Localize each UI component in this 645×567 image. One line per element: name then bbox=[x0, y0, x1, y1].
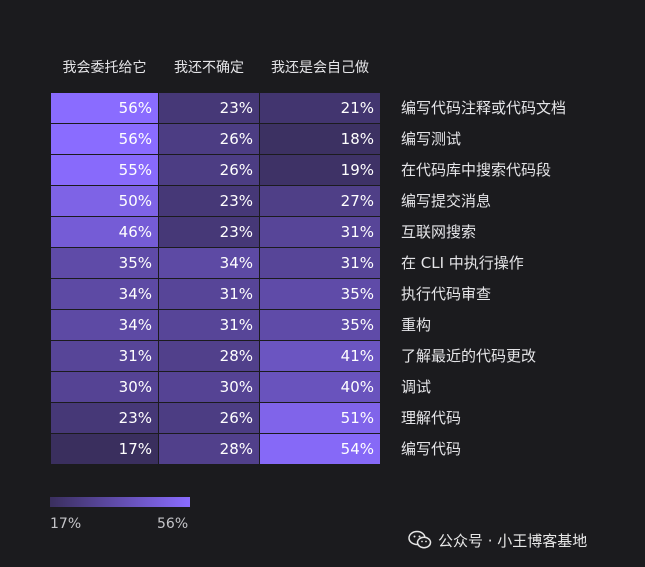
heatmap-cell: 19% bbox=[260, 155, 380, 185]
row-label: 编写代码 bbox=[401, 440, 462, 458]
heatmap-cell: 35% bbox=[260, 310, 380, 340]
heatmap-cell: 30% bbox=[159, 372, 259, 402]
row-label: 执行代码审查 bbox=[401, 285, 492, 303]
row-label: 互联网搜索 bbox=[401, 223, 477, 241]
row-label: 在 CLI 中执行操作 bbox=[401, 254, 524, 272]
heatmap-cell: 23% bbox=[51, 403, 158, 433]
heatmap-cell: 27% bbox=[260, 186, 380, 216]
heatmap-cell: 28% bbox=[159, 341, 259, 371]
heatmap-cell: 55% bbox=[51, 155, 158, 185]
legend-min-label: 17% bbox=[50, 516, 82, 532]
row-label: 编写代码注释或代码文档 bbox=[401, 99, 567, 117]
heatmap-cell: 41% bbox=[260, 341, 380, 371]
heatmap-cell: 35% bbox=[260, 279, 380, 309]
heatmap-cell: 56% bbox=[51, 124, 158, 154]
row-label: 理解代码 bbox=[401, 409, 462, 427]
heatmap-cell: 34% bbox=[159, 248, 259, 278]
heatmap-cell: 46% bbox=[51, 217, 158, 247]
heatmap-cell: 51% bbox=[260, 403, 380, 433]
heatmap-cell: 26% bbox=[159, 155, 259, 185]
heatmap-cell: 26% bbox=[159, 124, 259, 154]
row-label: 了解最近的代码更改 bbox=[401, 347, 537, 365]
heatmap-cell: 17% bbox=[51, 434, 158, 464]
color-scale-legend bbox=[50, 497, 190, 507]
heatmap-cell: 50% bbox=[51, 186, 158, 216]
column-header: 我会委托给它 bbox=[62, 60, 147, 76]
heatmap-cell: 31% bbox=[51, 341, 158, 371]
row-label: 编写测试 bbox=[401, 130, 462, 148]
heatmap-cell: 23% bbox=[159, 93, 259, 123]
row-label: 调试 bbox=[401, 378, 432, 396]
heatmap-cell: 26% bbox=[159, 403, 259, 433]
heatmap-cell: 21% bbox=[260, 93, 380, 123]
heatmap-cell: 28% bbox=[159, 434, 259, 464]
watermark: 公众号 · 小王博客基地 bbox=[408, 528, 587, 552]
heatmap-cell: 54% bbox=[260, 434, 380, 464]
heatmap-cell: 18% bbox=[260, 124, 380, 154]
heatmap-cell: 23% bbox=[159, 186, 259, 216]
row-label: 在代码库中搜索代码段 bbox=[401, 161, 552, 179]
wechat-icon bbox=[408, 530, 432, 549]
heatmap-cell: 35% bbox=[51, 248, 158, 278]
heatmap-cell: 31% bbox=[260, 248, 380, 278]
heatmap-cell: 56% bbox=[51, 93, 158, 123]
row-label: 重构 bbox=[401, 316, 432, 334]
row-label: 编写提交消息 bbox=[401, 192, 492, 210]
watermark-text: 公众号 · 小王博客基地 bbox=[438, 531, 588, 550]
heatmap-cell: 31% bbox=[159, 310, 259, 340]
heatmap-cell: 30% bbox=[51, 372, 158, 402]
legend-max-label: 56% bbox=[157, 516, 189, 532]
heatmap-cell: 31% bbox=[260, 217, 380, 247]
column-header: 我还不确定 bbox=[174, 60, 244, 76]
heatmap-cell: 40% bbox=[260, 372, 380, 402]
column-header: 我还是会自己做 bbox=[271, 60, 369, 76]
heatmap-cell: 31% bbox=[159, 279, 259, 309]
heatmap-cell: 34% bbox=[51, 279, 158, 309]
heatmap-cell: 34% bbox=[51, 310, 158, 340]
heatmap-cell: 23% bbox=[159, 217, 259, 247]
